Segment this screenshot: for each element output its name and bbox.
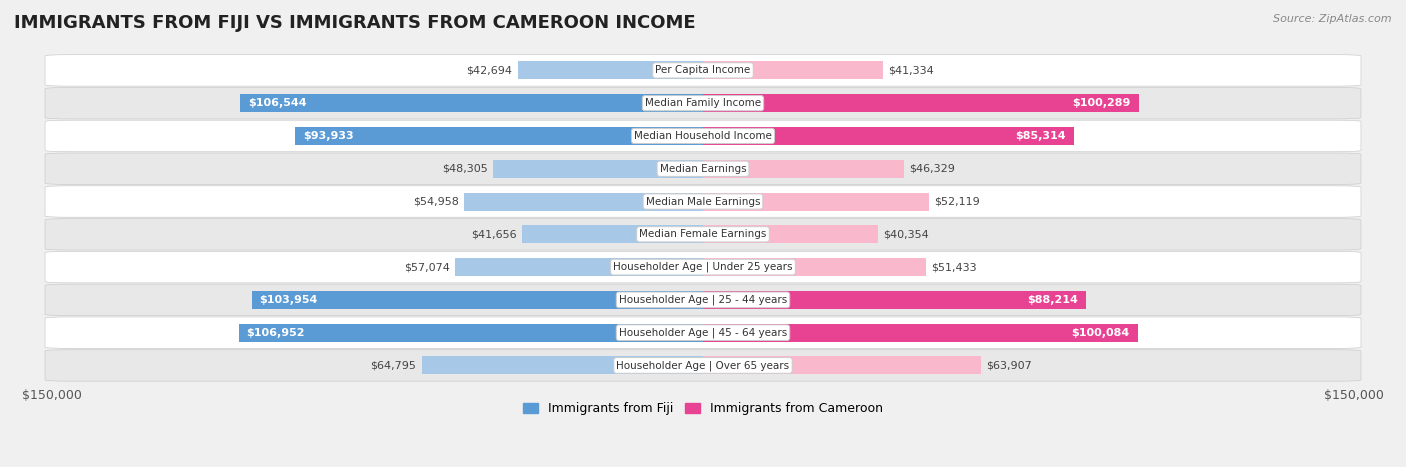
Text: Householder Age | 45 - 64 years: Householder Age | 45 - 64 years: [619, 327, 787, 338]
Text: $54,958: $54,958: [413, 197, 460, 206]
FancyBboxPatch shape: [45, 186, 1361, 217]
Bar: [295, 127, 703, 145]
Legend: Immigrants from Fiji, Immigrants from Cameroon: Immigrants from Fiji, Immigrants from Ca…: [517, 397, 889, 420]
Text: $100,084: $100,084: [1071, 328, 1130, 338]
Bar: [703, 356, 980, 375]
Bar: [703, 61, 883, 79]
Bar: [703, 127, 1074, 145]
FancyBboxPatch shape: [45, 350, 1361, 381]
FancyBboxPatch shape: [45, 87, 1361, 119]
Bar: [703, 324, 1137, 342]
Bar: [703, 258, 927, 276]
Bar: [239, 324, 703, 342]
Text: $106,952: $106,952: [246, 328, 305, 338]
Text: $40,354: $40,354: [883, 229, 929, 239]
FancyBboxPatch shape: [45, 153, 1361, 184]
Bar: [464, 192, 703, 211]
Text: Median Family Income: Median Family Income: [645, 98, 761, 108]
Text: $42,694: $42,694: [467, 65, 512, 75]
Text: $51,433: $51,433: [932, 262, 977, 272]
Text: $100,289: $100,289: [1073, 98, 1130, 108]
Bar: [703, 192, 929, 211]
Text: Householder Age | Over 65 years: Householder Age | Over 65 years: [616, 360, 790, 371]
Text: $48,305: $48,305: [443, 164, 488, 174]
Bar: [494, 160, 703, 178]
Text: Median Female Earnings: Median Female Earnings: [640, 229, 766, 239]
Text: Median Household Income: Median Household Income: [634, 131, 772, 141]
Bar: [703, 94, 1139, 112]
Text: IMMIGRANTS FROM FIJI VS IMMIGRANTS FROM CAMEROON INCOME: IMMIGRANTS FROM FIJI VS IMMIGRANTS FROM …: [14, 14, 696, 32]
Text: $85,314: $85,314: [1015, 131, 1066, 141]
Bar: [456, 258, 703, 276]
Bar: [240, 94, 703, 112]
Text: $64,795: $64,795: [371, 361, 416, 370]
Bar: [522, 225, 703, 243]
Text: $41,656: $41,656: [471, 229, 517, 239]
Text: $41,334: $41,334: [887, 65, 934, 75]
Bar: [703, 291, 1085, 309]
Text: Median Earnings: Median Earnings: [659, 164, 747, 174]
Text: $103,954: $103,954: [259, 295, 318, 305]
FancyBboxPatch shape: [45, 120, 1361, 152]
Bar: [703, 160, 904, 178]
Text: Per Capita Income: Per Capita Income: [655, 65, 751, 75]
Bar: [703, 225, 879, 243]
Bar: [422, 356, 703, 375]
Text: $93,933: $93,933: [302, 131, 353, 141]
Text: Median Male Earnings: Median Male Earnings: [645, 197, 761, 206]
FancyBboxPatch shape: [45, 55, 1361, 86]
Text: $46,329: $46,329: [910, 164, 955, 174]
Text: $52,119: $52,119: [935, 197, 980, 206]
Text: Source: ZipAtlas.com: Source: ZipAtlas.com: [1274, 14, 1392, 24]
FancyBboxPatch shape: [45, 317, 1361, 348]
Text: $63,907: $63,907: [986, 361, 1032, 370]
Text: Householder Age | 25 - 44 years: Householder Age | 25 - 44 years: [619, 295, 787, 305]
FancyBboxPatch shape: [45, 219, 1361, 250]
Bar: [252, 291, 703, 309]
Text: $106,544: $106,544: [247, 98, 307, 108]
Text: $57,074: $57,074: [404, 262, 450, 272]
Bar: [517, 61, 703, 79]
Text: $88,214: $88,214: [1028, 295, 1078, 305]
FancyBboxPatch shape: [45, 251, 1361, 283]
FancyBboxPatch shape: [45, 284, 1361, 316]
Text: Householder Age | Under 25 years: Householder Age | Under 25 years: [613, 262, 793, 272]
